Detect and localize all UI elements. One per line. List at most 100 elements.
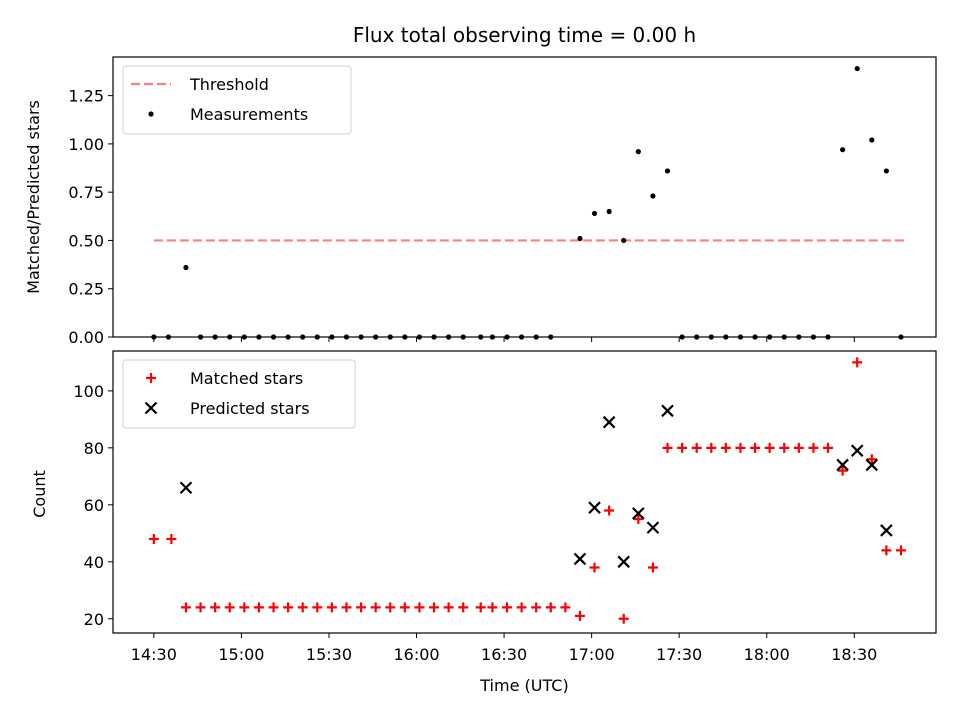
top-y-tick-label: 1.00: [68, 135, 104, 154]
matched-star-point: [148, 534, 159, 544]
measurement-point: [869, 137, 875, 143]
x-tick-label: 16:00: [393, 645, 439, 664]
measurement-point: [183, 264, 189, 271]
top-y-tick-label: 0.50: [68, 231, 104, 250]
matched-star-point: [618, 613, 629, 624]
top-y-tick-label: 0.00: [68, 328, 104, 347]
matched-star-point: [706, 442, 717, 453]
matched-star-point: [210, 602, 221, 613]
predicted-star-point: [602, 415, 616, 429]
matched-star-point: [166, 534, 177, 544]
x-tick-label: 15:30: [306, 645, 352, 664]
bottom-y-tick-label: 40: [84, 553, 104, 572]
matched-star-point: [385, 602, 396, 613]
measurement-point: [650, 193, 656, 199]
legend-measurement-swatch: [148, 111, 154, 117]
matched-star-point: [691, 442, 702, 453]
predicted-star-point: [588, 501, 601, 514]
matched-star-point: [633, 514, 644, 525]
matched-star-point: [677, 442, 688, 453]
top-axes-frame: [112, 56, 937, 338]
matched-star-point: [662, 442, 673, 453]
matched-star-point: [647, 562, 658, 573]
matched-star-point: [793, 442, 804, 453]
matched-star-point: [720, 442, 731, 453]
predicted-star-point: [573, 552, 587, 566]
matched-star-point: [808, 442, 819, 453]
matched-star-point: [881, 545, 892, 556]
matched-star-point: [283, 602, 294, 613]
predicted-star-point: [661, 404, 674, 418]
x-tick-label: 17:00: [569, 645, 615, 664]
top-plot-panel: 0.00 0.25 0.50 0.75 1.00 1.25 Threshold Measure…: [68, 56, 937, 347]
matched-star-point: [604, 505, 615, 516]
matched-star-point: [487, 602, 498, 613]
measurement-point: [664, 168, 671, 174]
legend-matched-swatch: [146, 373, 156, 383]
matched-star-point: [837, 465, 848, 476]
figure-title: Flux total observing time = 0.00 h: [353, 23, 696, 47]
matched-star-point: [180, 602, 191, 613]
matched-star-point: [866, 454, 877, 465]
matched-star-point: [750, 442, 761, 453]
matched-star-point: [399, 602, 410, 613]
matched-star-point: [823, 442, 834, 453]
bottom-y-axis-label: Count: [30, 470, 49, 518]
matched-star-point: [531, 602, 542, 613]
top-y-tick-label: 0.75: [68, 183, 104, 202]
matched-star-point: [852, 357, 863, 368]
matched-star-point: [312, 602, 323, 613]
matched-star-point: [516, 602, 527, 613]
matched-star-point: [370, 602, 381, 613]
x-tick-label: 15:00: [218, 645, 264, 664]
matched-star-point: [545, 602, 556, 613]
measurement-point: [840, 147, 846, 153]
matched-star-point: [475, 602, 486, 613]
predicted-star-point: [865, 458, 879, 472]
x-axis-label: Time (UTC): [479, 676, 568, 695]
matched-star-point: [297, 602, 308, 613]
bottom-plot-panel: 14:30 15:00 15:30 16:00 16:30 17:00 17:30 18:00…: [73, 350, 937, 664]
x-tick-label: 14:30: [131, 645, 177, 664]
matched-star-point: [779, 442, 790, 453]
predicted-star-point: [880, 524, 893, 537]
matched-star-point: [501, 602, 512, 613]
predicted-star-point: [179, 481, 193, 495]
matched-star-point: [443, 602, 454, 613]
matched-star-point: [356, 602, 367, 613]
top-legend: [122, 65, 352, 135]
measurement-point: [606, 208, 612, 215]
measurement-point: [854, 65, 860, 72]
matched-star-point: [268, 602, 279, 613]
matched-star-point: [589, 562, 600, 573]
matched-star-point: [764, 442, 775, 453]
legend-label: Threshold: [189, 75, 269, 94]
legend-label: Matched stars: [190, 369, 303, 388]
measurement-point: [591, 210, 598, 217]
matched-star-point: [341, 602, 352, 613]
matched-star-point: [895, 545, 906, 556]
matched-star-point: [429, 602, 440, 613]
bottom-y-tick-label: 80: [84, 439, 104, 458]
x-tick-label: 18:30: [831, 645, 877, 664]
matched-star-point: [253, 602, 264, 613]
bottom-y-tick-label: 100: [73, 382, 104, 401]
matched-star-point: [195, 602, 206, 613]
predicted-star-point: [646, 521, 660, 534]
predicted-star-point: [632, 507, 645, 520]
top-y-tick-label: 0.25: [68, 280, 104, 299]
top-y-tick-label: 1.25: [68, 87, 104, 106]
matched-star-point: [560, 602, 571, 613]
top-y-axis-label: Matched/Predicted stars: [24, 100, 43, 294]
measurement-point: [621, 237, 627, 244]
matched-star-point: [224, 602, 235, 613]
measurement-point: [635, 149, 641, 155]
matched-star-point: [239, 602, 250, 613]
bottom-legend: [122, 359, 356, 429]
matched-star-point: [574, 610, 585, 621]
bottom-y-tick-label: 20: [84, 610, 104, 629]
bottom-axes-frame: [112, 350, 937, 634]
legend-predicted-swatch: [144, 401, 158, 415]
predicted-star-point: [836, 458, 849, 472]
